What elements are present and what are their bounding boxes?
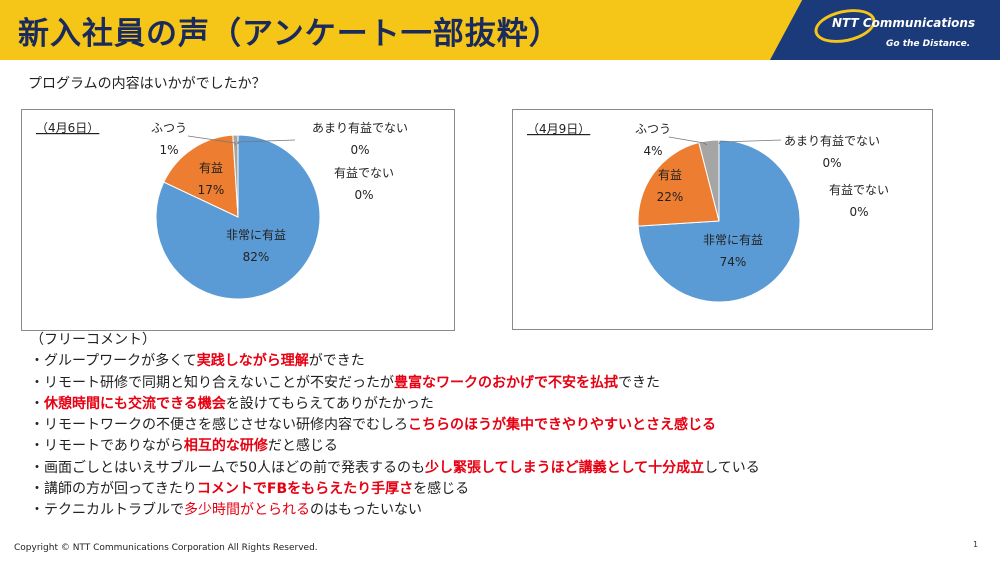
comment-highlight: 休憩時間にも交流できる機会 — [44, 395, 226, 412]
comment-text: だと感じる — [267, 438, 338, 455]
pie-chart-svg-2: （4月9日） 非常に有益 74% 有益 22% ふつう 4% あまり有益でない 0% 有益でない 0… — [527, 122, 889, 303]
comment-item: ・テクニカルトラブルで多少時間がとられるのはもったいない — [30, 500, 760, 521]
comment-item: ・講師の方が回ってきたりコメントでFBをもらえたり手厚さを感じる — [30, 479, 760, 500]
leader-line — [668, 136, 708, 146]
comment-highlight: コメントでFBをもらえたり手厚さ — [196, 481, 414, 498]
copyright-footer: Copyright © NTT Communications Corporati… — [14, 543, 318, 553]
slice-label: ふつう — [151, 121, 187, 135]
comment-item: ・リモート研修で同期と知り合えないことが不安だったが豊富なワークのおかげで不安を… — [30, 373, 760, 394]
data-label: 74% — [720, 255, 747, 269]
header-bar: 新入社員の声（アンケート一部抜粋） NTT Communications Go … — [0, 0, 1000, 60]
free-comments: （フリーコメント） ・グループワークが多くて実践しながら理解ができた ・リモート研… — [30, 330, 760, 522]
data-label: 22% — [657, 190, 684, 204]
leader-line — [237, 139, 296, 144]
comment-text: ・ — [30, 395, 44, 412]
slice-label: 有益 — [199, 161, 223, 175]
page-title: 新入社員の声（アンケート一部抜粋） — [18, 16, 561, 52]
data-label: 1% — [159, 143, 178, 157]
comments-heading: （フリーコメント） — [30, 332, 156, 348]
comment-text: ・グループワークが多くて — [30, 353, 197, 370]
pie-slice — [232, 134, 239, 218]
comment-text: ・リモート研修で同期と知り合えないことが不安だったが — [30, 374, 394, 391]
data-label: 17% — [198, 183, 225, 197]
survey-question: プログラムの内容はいかがでしたか？ — [28, 76, 266, 92]
slice-label: 有益でない — [334, 166, 394, 180]
chart-title: （4月9日） — [527, 122, 590, 136]
comment-item: ・休憩時間にも交流できる機会を設けてもらえてありがたかった — [30, 394, 760, 415]
logo-brand: NTT Communications — [832, 16, 976, 30]
page-number: 1 — [973, 540, 979, 549]
comment-text: ・リモートでありながら — [30, 438, 184, 455]
comment-text: している — [704, 459, 760, 476]
comment-text: ・画面ごしとはいえサブルームで50人ほどの前で発表するのも — [30, 459, 425, 476]
slice-label: あまり有益でない — [784, 134, 880, 148]
comment-item: ・グループワークが多くて実践しながら理解ができた — [30, 351, 760, 372]
comment-text: できた — [618, 374, 660, 391]
comment-text: ・リモートワークの不便さを感じさせない研修内容でむしろ — [30, 417, 408, 434]
slice-label: 有益でない — [829, 183, 889, 197]
comment-text: ・講師の方が回ってきたり — [30, 481, 197, 498]
data-label: 0% — [822, 156, 841, 170]
comment-text: ができた — [308, 353, 365, 370]
data-label: 4% — [643, 144, 662, 158]
chart-title: （4月6日） — [36, 121, 99, 135]
slice-label: 非常に有益 — [703, 233, 763, 247]
comment-highlight: 豊富なワークのおかげで不安を払拭 — [394, 374, 618, 391]
slice-label: あまり有益でない — [312, 121, 408, 135]
pie-slice — [163, 134, 239, 218]
pie-chart-april-6: （4月6日） 非常に有益 82% 有益 17% ふつう 1% あまり有益でない 0% 有益でない 0… — [21, 109, 455, 331]
comment-item: ・画面ごしとはいえサブルームで50人ほどの前で発表するのも少し緊張してしまうほど… — [30, 458, 760, 479]
slice-label: 有益 — [658, 168, 682, 182]
data-label: 0% — [354, 188, 373, 202]
data-label: 82% — [243, 250, 270, 264]
leader-line — [718, 139, 782, 145]
comment-text: を感じる — [413, 481, 470, 498]
pie-chart-april-9: （4月9日） 非常に有益 74% 有益 22% ふつう 4% あまり有益でない 0% 有益でない 0… — [512, 109, 933, 330]
data-label: 0% — [849, 205, 868, 219]
pie-chart-svg-1: （4月6日） 非常に有益 82% 有益 17% ふつう 1% あまり有益でない 0% 有益でない 0… — [36, 121, 408, 300]
comment-item: ・リモートでありながら相互的な研修だと感じる — [30, 436, 760, 457]
comment-highlight: こちらのほうが集中できやりやすいとさえ感じる — [408, 417, 716, 434]
comment-highlight: 少し緊張してしまうほど講義として十分成立 — [424, 459, 705, 476]
data-label: 0% — [350, 143, 369, 157]
comment-item: ・リモートワークの不便さを感じさせない研修内容でむしろこちらのほうが集中できやり… — [30, 415, 760, 436]
comment-highlight: 多少時間がとられる — [184, 502, 310, 519]
comment-text: を設けてもらえてありがたかった — [225, 395, 434, 412]
slice-label: ふつう — [635, 122, 671, 136]
comment-text: ・テクニカルトラブルで — [30, 502, 184, 519]
comment-text: のはもったいない — [310, 502, 422, 519]
leader-line — [187, 135, 237, 146]
pie-slice — [698, 139, 720, 222]
slice-label: 非常に有益 — [226, 228, 286, 242]
comment-highlight: 実践しながら理解 — [196, 353, 309, 370]
logo-tagline: Go the Distance. — [886, 39, 971, 49]
pie-slice — [637, 141, 720, 227]
ntt-logo: NTT Communications Go the Distance. — [770, 0, 1000, 60]
comment-highlight: 相互的な研修 — [183, 438, 268, 455]
